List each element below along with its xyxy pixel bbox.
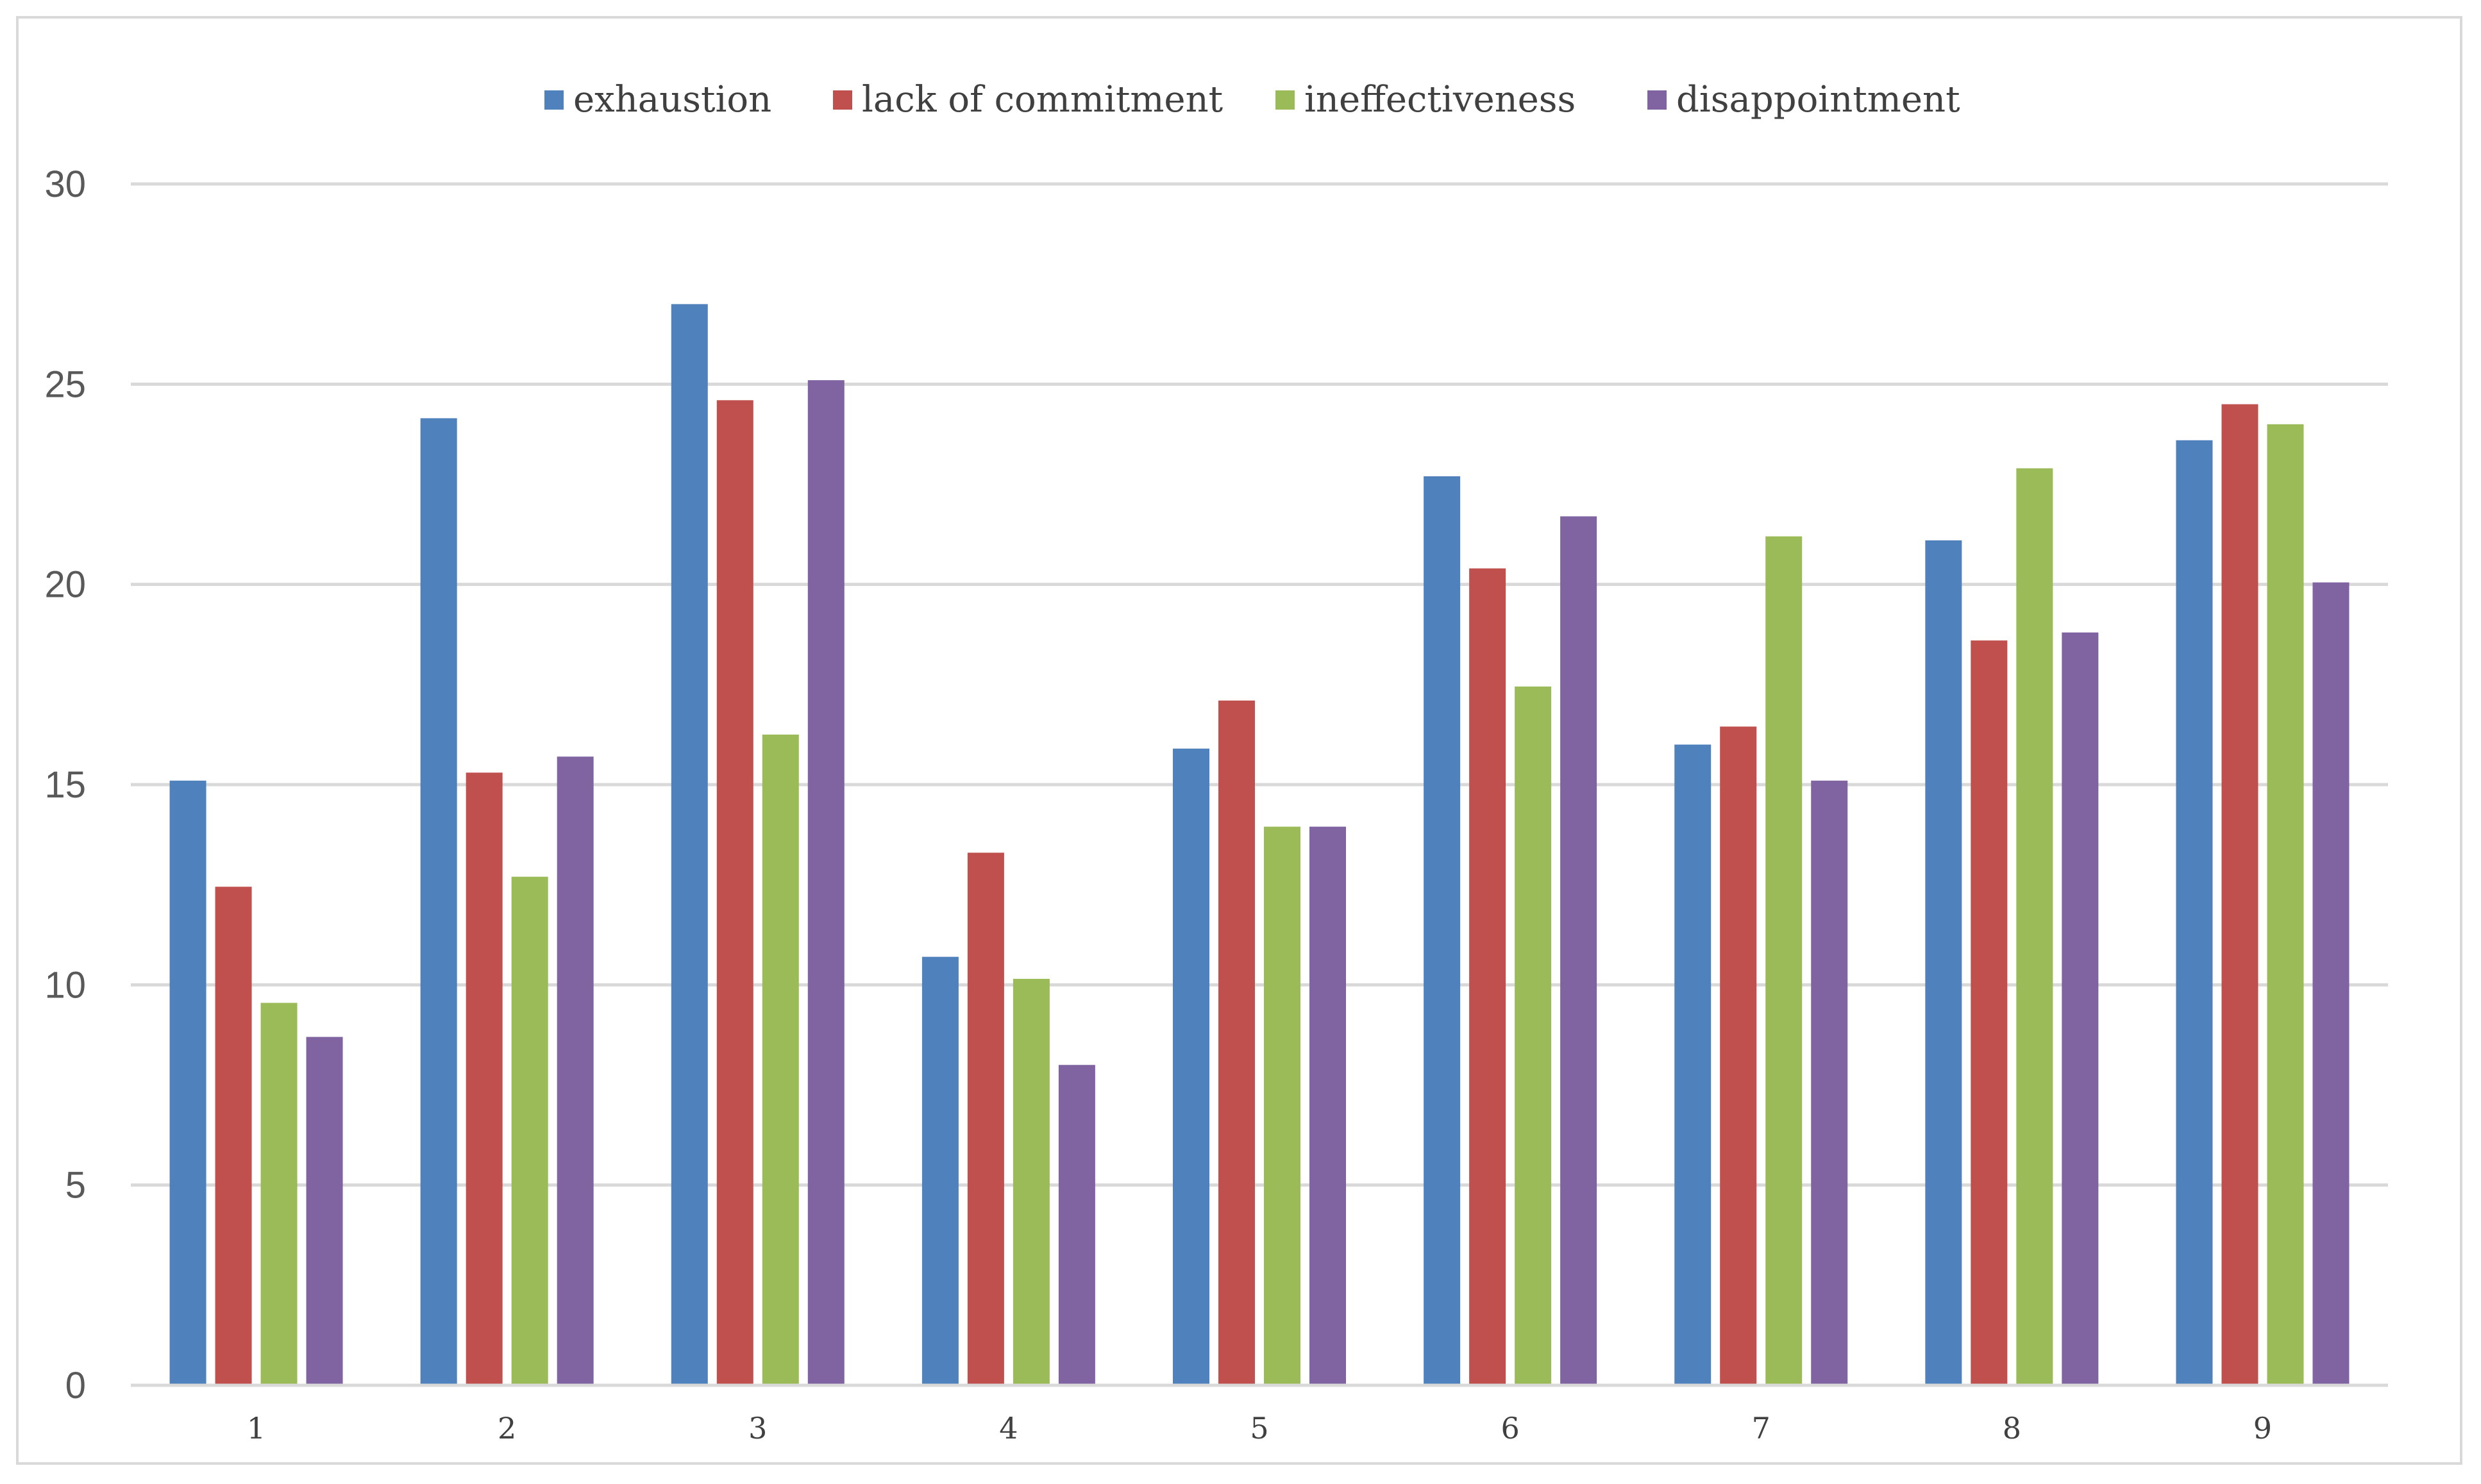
x-tick-label: 2 bbox=[498, 1411, 516, 1446]
legend-item-ineffectiveness: ineffectiveness bbox=[1275, 79, 1576, 121]
bar-ineffectiveness-7 bbox=[1765, 536, 1803, 1385]
legend-swatch bbox=[833, 90, 852, 110]
bar-lack-of-commitment-9 bbox=[2221, 404, 2258, 1385]
bar-exhaustion-7 bbox=[1674, 744, 1711, 1385]
bar-ineffectiveness-3 bbox=[762, 734, 799, 1385]
bar-exhaustion-8 bbox=[1925, 540, 1962, 1385]
bar-ineffectiveness-5 bbox=[1264, 826, 1300, 1385]
x-tick-label: 3 bbox=[748, 1411, 767, 1446]
x-tick-label: 9 bbox=[2253, 1411, 2272, 1446]
bar-disappointment-3 bbox=[807, 380, 845, 1385]
bar-ineffectiveness-2 bbox=[511, 876, 548, 1385]
legend-label: ineffectiveness bbox=[1304, 79, 1576, 121]
y-tick-label: 10 bbox=[44, 964, 86, 1006]
x-tick-label: 6 bbox=[1501, 1411, 1519, 1446]
x-tick-label: 7 bbox=[1752, 1411, 1770, 1446]
y-tick-label: 25 bbox=[44, 363, 86, 405]
bar-ineffectiveness-6 bbox=[1515, 686, 1552, 1385]
y-tick-label: 0 bbox=[65, 1365, 86, 1406]
legend-item-exhaustion: exhaustion bbox=[544, 79, 771, 121]
legend-item-disappointment: disappointment bbox=[1647, 79, 1960, 121]
legend-swatch bbox=[1275, 90, 1295, 110]
bar-lack-of-commitment-8 bbox=[1971, 640, 2008, 1385]
bar-exhaustion-2 bbox=[420, 418, 457, 1386]
bar-disappointment-7 bbox=[1811, 780, 1848, 1385]
y-tick-label: 5 bbox=[65, 1165, 86, 1206]
x-tick-label: 5 bbox=[1250, 1411, 1268, 1446]
bar-exhaustion-6 bbox=[1424, 476, 1461, 1386]
axes: 0 5 10 15 20 25 30 1 2 3 4 5 6 7 8 9 bbox=[44, 163, 2388, 1446]
bar-ineffectiveness-9 bbox=[2267, 424, 2304, 1385]
legend-item-lack-of-commitment: lack of commitment bbox=[833, 79, 1224, 121]
bar-lack-of-commitment-5 bbox=[1218, 700, 1255, 1385]
chart-frame: 0 5 10 15 20 25 30 1 2 3 4 5 6 7 8 9 exhaustion lack of … bbox=[16, 16, 2462, 1465]
bar-disappointment-1 bbox=[306, 1037, 343, 1385]
bar-lack-of-commitment-3 bbox=[716, 400, 753, 1385]
bar-disappointment-6 bbox=[1560, 516, 1597, 1385]
bar-disappointment-4 bbox=[1058, 1065, 1095, 1385]
legend-label: disappointment bbox=[1676, 79, 1960, 121]
legend-label: exhaustion bbox=[573, 79, 771, 121]
bar-ineffectiveness-8 bbox=[2016, 468, 2053, 1385]
bar-disappointment-5 bbox=[1309, 826, 1346, 1385]
bar-disappointment-2 bbox=[557, 756, 594, 1385]
legend-label: lack of commitment bbox=[862, 79, 1224, 121]
legend-swatch bbox=[1647, 90, 1667, 110]
bar-exhaustion-1 bbox=[169, 780, 206, 1385]
bar-lack-of-commitment-4 bbox=[967, 853, 1004, 1385]
bar-chart: 0 5 10 15 20 25 30 1 2 3 4 5 6 7 8 9 exhaustion lack of … bbox=[44, 79, 2388, 1446]
y-tick-label: 20 bbox=[44, 564, 86, 606]
legend: exhaustion lack of commitment ineffectiven… bbox=[544, 79, 1960, 121]
bar-disappointment-8 bbox=[2062, 632, 2099, 1385]
bar-exhaustion-9 bbox=[2176, 440, 2213, 1386]
bar-exhaustion-5 bbox=[1173, 748, 1209, 1385]
y-tick-label: 15 bbox=[44, 764, 86, 806]
y-tick-label: 30 bbox=[44, 163, 86, 205]
x-tick-label: 4 bbox=[999, 1411, 1018, 1446]
bars bbox=[169, 304, 2350, 1386]
bar-exhaustion-3 bbox=[671, 304, 708, 1385]
bar-lack-of-commitment-6 bbox=[1469, 568, 1506, 1386]
x-tick-label: 8 bbox=[2003, 1411, 2021, 1446]
gridlines bbox=[131, 182, 2388, 1187]
bar-disappointment-9 bbox=[2312, 582, 2350, 1385]
bar-lack-of-commitment-1 bbox=[215, 887, 252, 1385]
bar-ineffectiveness-1 bbox=[260, 1003, 298, 1385]
bar-lack-of-commitment-2 bbox=[466, 772, 503, 1385]
x-tick-label: 1 bbox=[247, 1411, 265, 1446]
bar-lack-of-commitment-7 bbox=[1720, 726, 1757, 1385]
legend-swatch bbox=[544, 90, 564, 110]
bar-ineffectiveness-4 bbox=[1013, 978, 1050, 1385]
bar-exhaustion-4 bbox=[921, 956, 959, 1385]
